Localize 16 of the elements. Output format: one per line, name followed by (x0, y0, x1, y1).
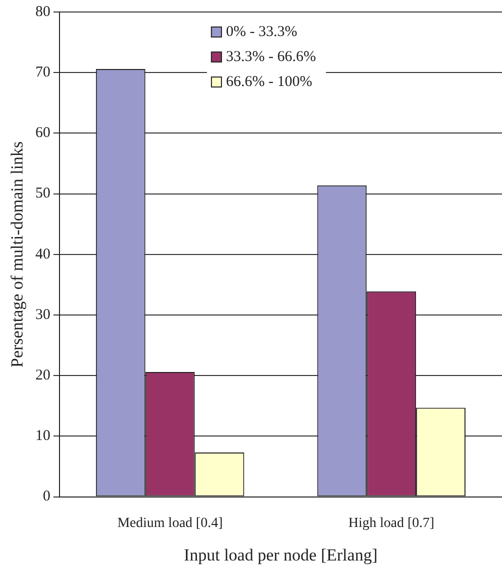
y-tick-label: 60 (35, 125, 50, 142)
y-tick-label: 20 (35, 368, 50, 384)
y-tick-label: 80 (35, 4, 50, 20)
x-tick-label: High load [0.7] (348, 516, 434, 531)
y-tick-label: 40 (35, 246, 50, 262)
x-axis-title: Input load per node [Erlang] (184, 545, 378, 564)
y-tick-label: 30 (35, 306, 50, 323)
legend-label: 33.3% - 66.6% (226, 48, 316, 65)
y-axis-title: Persentage of multi-domain links (8, 141, 27, 368)
legend-label: 0% - 33.3% (226, 24, 298, 40)
y-tick-label: 10 (35, 428, 50, 444)
y-tick-label: 50 (35, 186, 50, 202)
y-tick-label: 70 (35, 64, 50, 81)
y-tick-label: 0 (42, 488, 50, 505)
legend-label: 66.6% - 100% (226, 74, 312, 90)
x-tick-label: Medium load [0.4] (117, 516, 223, 531)
